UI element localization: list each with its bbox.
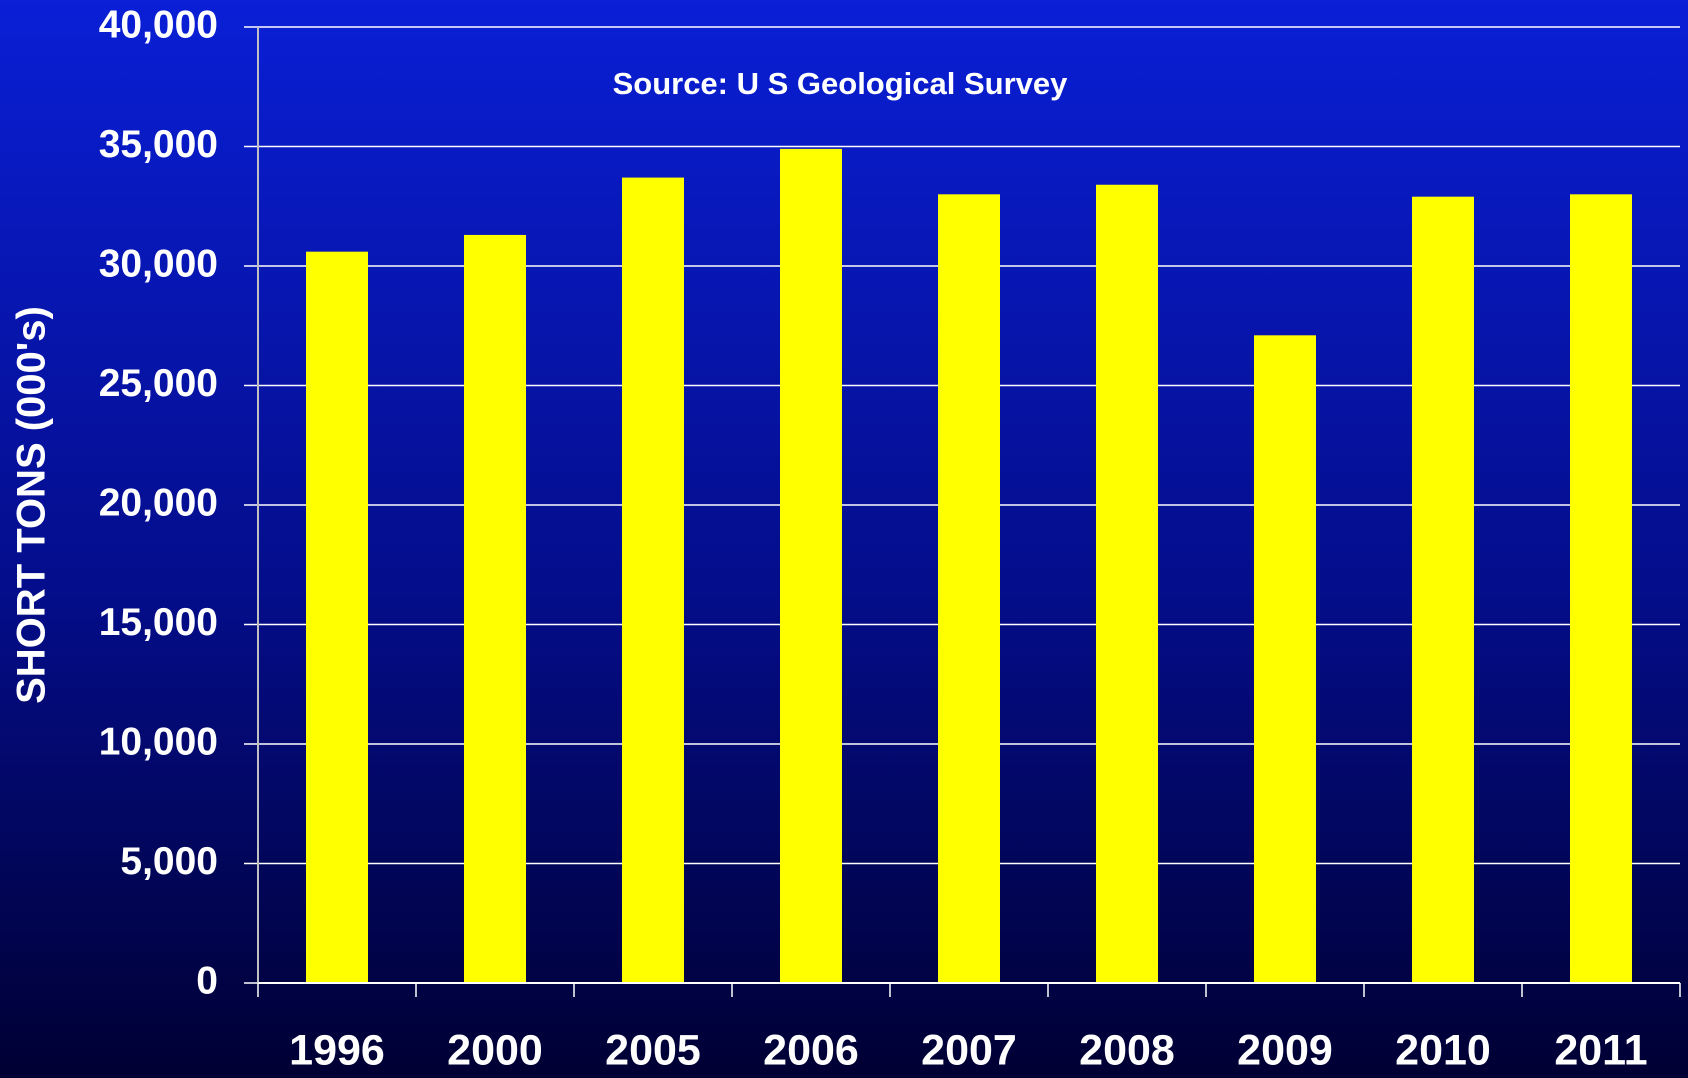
x-tick-label: 2000 xyxy=(447,1026,543,1074)
y-tick-label: 35,000 xyxy=(99,123,218,166)
y-tick-label: 40,000 xyxy=(99,3,218,46)
bar xyxy=(1254,335,1316,983)
bar xyxy=(464,234,526,983)
x-tick-label: 2009 xyxy=(1237,1026,1333,1074)
y-tick-label: 20,000 xyxy=(99,481,218,524)
bar xyxy=(938,194,1000,984)
bar xyxy=(1570,194,1632,984)
annotation: Source: U S Geological Survey xyxy=(613,66,1069,101)
bar xyxy=(1412,196,1474,983)
x-tick-label: 2008 xyxy=(1079,1026,1175,1074)
y-tick-label: 30,000 xyxy=(99,242,218,285)
x-tick-label: 1996 xyxy=(289,1026,385,1074)
y-tick-label: 5,000 xyxy=(120,840,218,883)
y-tick-label: 10,000 xyxy=(99,720,218,763)
y-tick-label: 15,000 xyxy=(99,601,218,644)
x-tick-label: 2007 xyxy=(921,1026,1017,1074)
y-tick-label: 0 xyxy=(196,959,218,1002)
x-tick-label: 2006 xyxy=(763,1026,859,1074)
bar xyxy=(780,148,842,983)
y-axis-label: SHORT TONS (000's) xyxy=(10,306,54,704)
x-tick-label: 2010 xyxy=(1395,1026,1491,1074)
x-tick-label: 2011 xyxy=(1554,1026,1647,1074)
y-tick-label: 25,000 xyxy=(99,362,218,405)
x-tick-label: 2005 xyxy=(605,1026,701,1074)
bar xyxy=(306,251,368,983)
bar xyxy=(1096,184,1158,984)
bar xyxy=(622,177,684,983)
